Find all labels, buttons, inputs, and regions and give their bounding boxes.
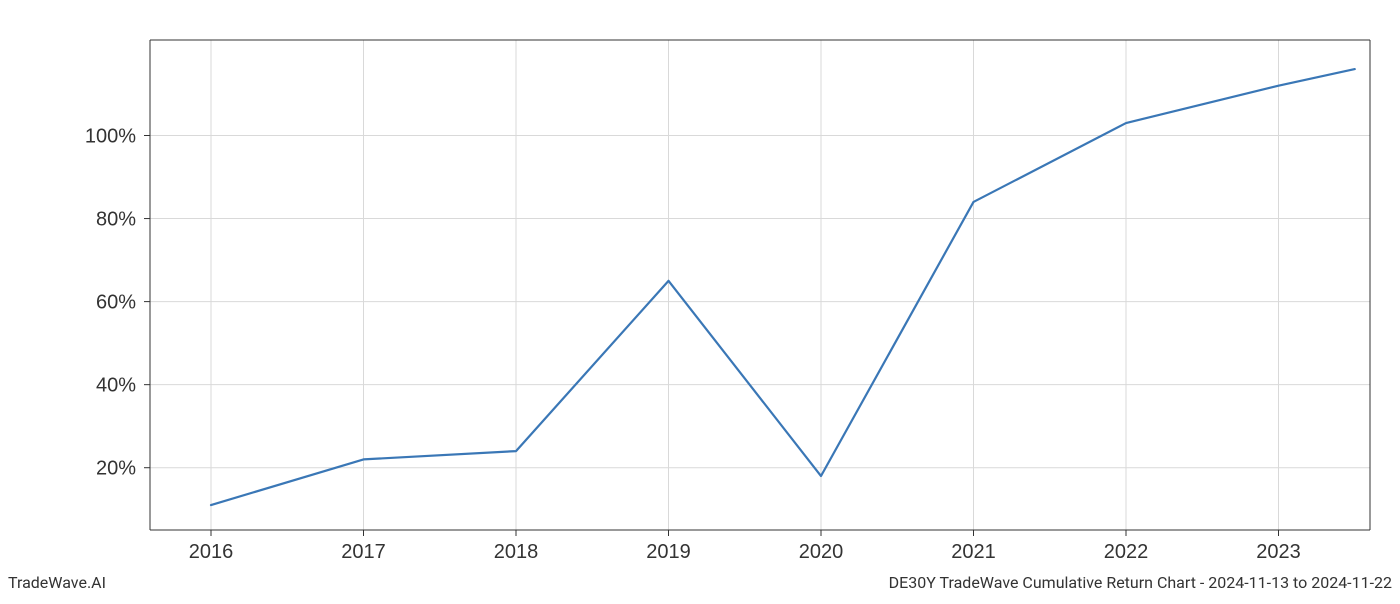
chart-container: 2016 2017 2018 2019 2020 2021 2022 2023 20% 40% 60… (0, 0, 1400, 600)
svg-text:40%: 40% (96, 375, 136, 397)
svg-text:2021: 2021 (951, 541, 996, 563)
footer-caption: DE30Y TradeWave Cumulative Return Chart … (889, 573, 1392, 592)
svg-text:60%: 60% (96, 292, 136, 314)
line-chart: 2016 2017 2018 2019 2020 2021 2022 2023 20% 40% 60… (0, 0, 1400, 600)
svg-text:2017: 2017 (341, 541, 386, 563)
svg-text:2022: 2022 (1104, 541, 1149, 563)
svg-text:80%: 80% (96, 209, 136, 231)
svg-text:2016: 2016 (189, 541, 234, 563)
footer-brand: TradeWave.AI (8, 573, 106, 592)
svg-text:2020: 2020 (799, 541, 844, 563)
svg-text:2019: 2019 (646, 541, 691, 563)
svg-text:100%: 100% (85, 126, 136, 148)
svg-text:2023: 2023 (1256, 541, 1301, 563)
svg-text:2018: 2018 (494, 541, 539, 563)
svg-text:20%: 20% (96, 458, 136, 480)
